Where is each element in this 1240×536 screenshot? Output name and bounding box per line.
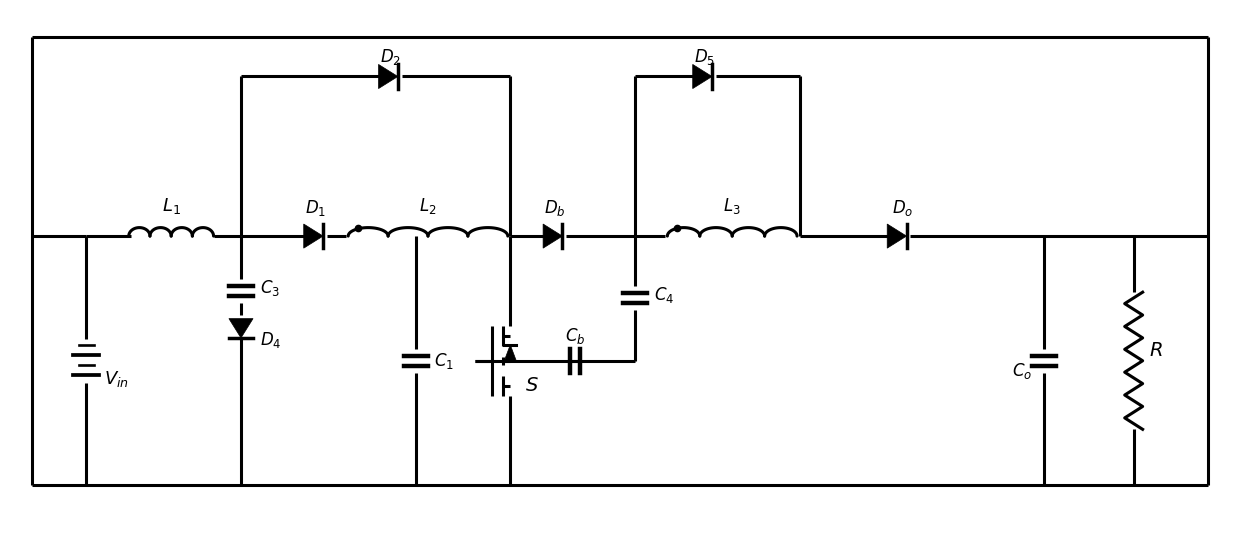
Polygon shape xyxy=(543,224,563,248)
Polygon shape xyxy=(887,224,906,248)
Text: $D_1$: $D_1$ xyxy=(305,198,326,218)
Text: $D_o$: $D_o$ xyxy=(892,198,913,218)
Text: $C_3$: $C_3$ xyxy=(260,278,280,298)
Text: $C_4$: $C_4$ xyxy=(653,286,675,306)
Text: $L_2$: $L_2$ xyxy=(419,196,436,216)
Text: $D_5$: $D_5$ xyxy=(694,47,715,66)
Polygon shape xyxy=(693,64,712,88)
Text: $L_3$: $L_3$ xyxy=(723,196,742,216)
Text: $L_1$: $L_1$ xyxy=(161,196,181,216)
Text: $V_{in}$: $V_{in}$ xyxy=(104,369,129,389)
Text: $D_2$: $D_2$ xyxy=(381,47,401,66)
Polygon shape xyxy=(229,318,253,338)
Polygon shape xyxy=(505,345,516,361)
Text: $S$: $S$ xyxy=(526,377,539,394)
Text: $C_o$: $C_o$ xyxy=(1012,361,1032,381)
Text: $C_b$: $C_b$ xyxy=(565,326,585,346)
Text: $R$: $R$ xyxy=(1148,342,1162,360)
Text: $C_1$: $C_1$ xyxy=(434,351,455,371)
Polygon shape xyxy=(304,224,324,248)
Polygon shape xyxy=(378,64,398,88)
Text: $D_4$: $D_4$ xyxy=(260,330,281,350)
Text: $D_b$: $D_b$ xyxy=(544,198,565,218)
